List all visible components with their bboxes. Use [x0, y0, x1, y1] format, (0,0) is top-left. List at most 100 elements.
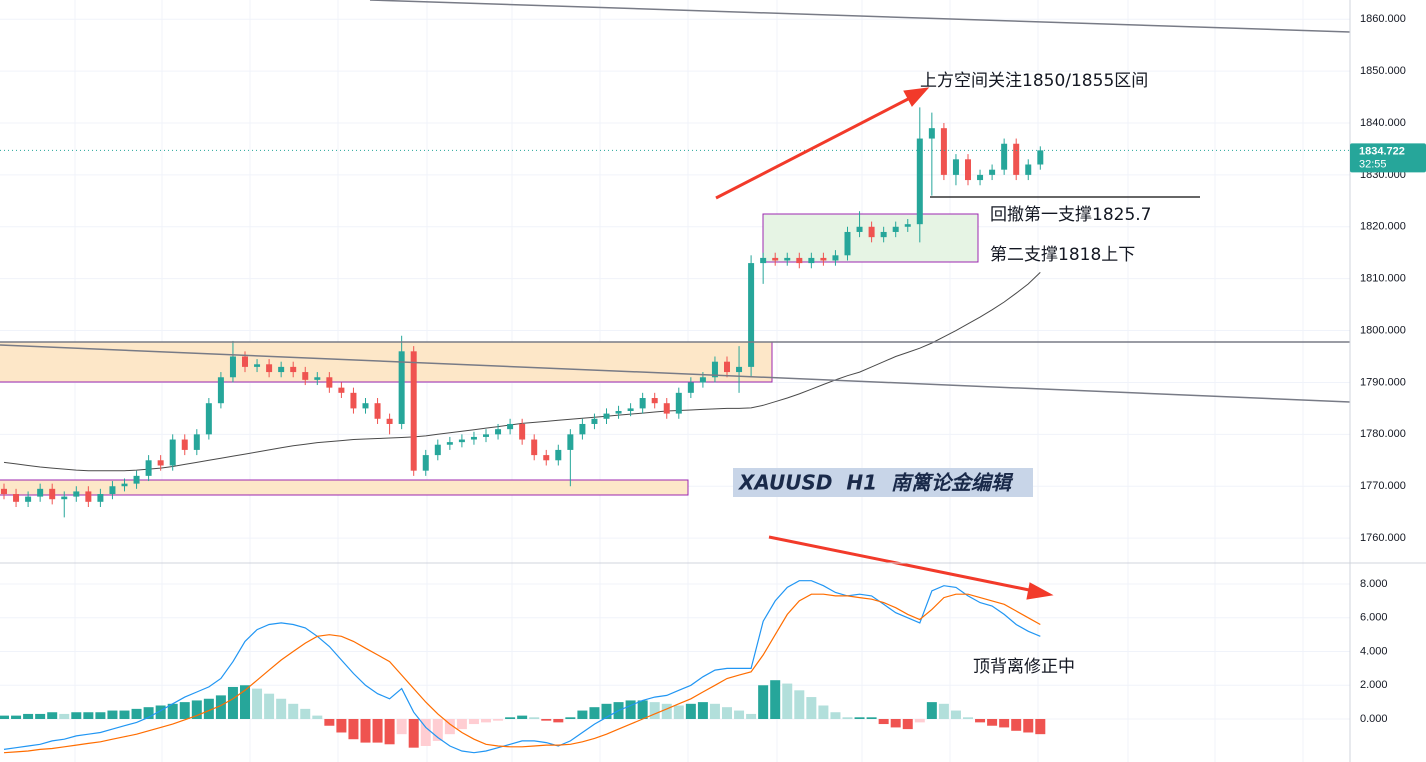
y-tick-label: 1760.000	[1360, 532, 1406, 544]
candle-body	[928, 128, 935, 139]
y-tick-label: 6.000	[1360, 612, 1388, 624]
candle-body	[73, 491, 80, 497]
histogram-bar	[348, 718, 359, 740]
candle-body	[832, 255, 839, 261]
histogram-bar	[734, 710, 745, 719]
candle-body	[470, 436, 477, 440]
trend-lines	[0, 0, 1351, 403]
histogram-bar	[384, 718, 395, 745]
price-tag-value: 1834.722	[1359, 145, 1405, 157]
candle-body	[989, 169, 996, 175]
histogram-bar	[722, 707, 732, 719]
histogram-bar	[830, 712, 841, 719]
candle-body	[181, 439, 188, 450]
candle-body	[880, 231, 887, 238]
histogram-bar	[408, 718, 419, 748]
histogram-bar	[179, 702, 190, 719]
annotation: 上方空间关注1850/1855区间	[920, 71, 1148, 91]
y-tick-label: 8.000	[1360, 578, 1388, 590]
candle-body	[916, 138, 923, 225]
histogram-bar	[529, 717, 540, 719]
histogram-bar	[565, 717, 576, 719]
candle-body	[205, 403, 212, 435]
histogram-bar	[517, 715, 528, 719]
candle-body	[145, 460, 152, 476]
consolidation-zone	[762, 213, 979, 263]
candle-body	[458, 439, 465, 443]
y-tick-label: 1860.000	[1360, 13, 1406, 25]
macd-line	[3, 580, 1041, 754]
y-tick-label: 2.000	[1360, 679, 1388, 691]
arrow-head	[1026, 582, 1054, 600]
y-tick-label: 1780.000	[1360, 428, 1406, 440]
histogram-bar	[191, 700, 202, 719]
arrow-line	[768, 535, 1035, 593]
candle-body	[904, 224, 911, 227]
histogram-bar	[1035, 718, 1046, 735]
histogram-bar	[0, 715, 9, 719]
candle-body	[591, 418, 598, 424]
candle-body	[555, 449, 562, 461]
candle-body	[25, 496, 32, 502]
histogram-bar	[59, 713, 70, 719]
histogram-bar	[926, 702, 937, 719]
candle-body	[868, 226, 875, 238]
histogram-bar	[553, 718, 564, 723]
histogram-bar	[300, 708, 311, 719]
histogram-bar	[155, 705, 166, 719]
histogram-bar	[47, 712, 58, 719]
candle-body	[1037, 150, 1044, 165]
watermark: XAUUSD H1 南篱论金编辑	[737, 471, 1014, 495]
candle-body	[374, 403, 381, 419]
arrow-line	[715, 95, 913, 200]
candle-body	[121, 483, 128, 487]
histogram-bar	[685, 703, 696, 719]
candle-body	[97, 494, 104, 502]
histogram-bar	[215, 695, 226, 719]
histogram-bar	[444, 718, 455, 735]
histogram-bar	[143, 707, 154, 719]
candle-body	[663, 403, 670, 414]
histogram-bar	[1023, 718, 1034, 733]
candle-body	[724, 361, 730, 373]
histogram-bar	[854, 717, 865, 719]
candle-body	[398, 351, 405, 424]
arrows	[715, 87, 1054, 600]
histogram-bar	[770, 680, 781, 719]
candle-body	[892, 226, 899, 232]
countdown: 32:55	[1359, 158, 1387, 170]
candle-body	[856, 226, 863, 232]
histogram-bar	[950, 710, 961, 719]
histogram-bar	[493, 718, 504, 721]
candle-body	[627, 408, 634, 411]
candle-body	[229, 356, 236, 378]
price-axis	[1350, 0, 1426, 762]
histogram-bar	[661, 703, 672, 719]
candle-body	[519, 423, 526, 440]
candle-body	[977, 174, 984, 181]
histogram-bar	[71, 712, 82, 719]
candle-body	[639, 398, 646, 409]
histogram-bar	[468, 718, 479, 725]
candle-body	[254, 364, 261, 367]
histogram-bar	[541, 718, 552, 721]
histogram-bar	[505, 717, 516, 719]
histogram-bar	[589, 707, 600, 719]
candle-body	[796, 257, 803, 264]
candle-body	[446, 442, 453, 445]
candle-body	[952, 159, 959, 175]
histogram-bar	[673, 705, 684, 719]
histogram-bar	[975, 718, 986, 723]
histogram-bar	[709, 703, 720, 719]
candle-body	[109, 486, 116, 495]
histogram-bar	[420, 718, 431, 746]
candle-body	[940, 128, 947, 175]
annotation: 第二支撑1818上下	[990, 245, 1135, 265]
candle-body	[1, 488, 7, 495]
histogram-bar	[11, 715, 22, 719]
histogram-bar	[203, 698, 214, 719]
candle-body	[531, 439, 538, 456]
candle-body	[302, 372, 309, 380]
